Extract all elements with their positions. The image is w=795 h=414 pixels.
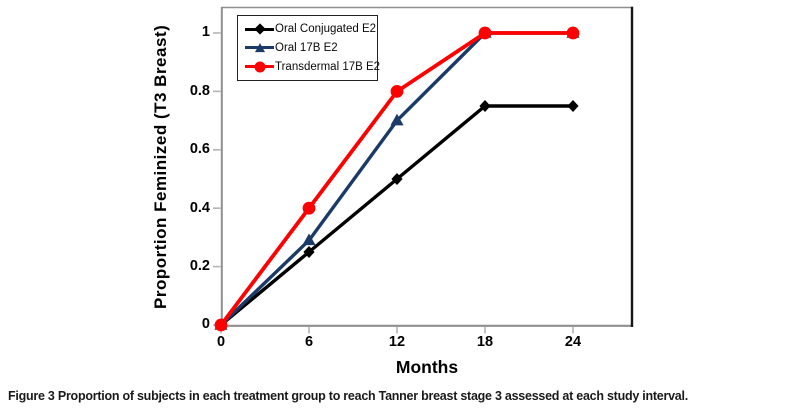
figure-caption: Figure 3 Proportion of subjects in each … (8, 389, 795, 403)
chart-legend: Oral Conjugated E2 Oral 17B E2 Transderm… (237, 15, 381, 81)
legend-item-transdermal-17b-e2: Transdermal 17B E2 (245, 58, 381, 76)
y-tick-label: 0.6 (189, 141, 210, 157)
circle-marker-icon (254, 61, 265, 73)
data-point-diamond (391, 173, 403, 185)
legend-label: Transdermal 17B E2 (275, 60, 381, 73)
figure-caption-text: Proportion of subjects in each treatment… (57, 389, 688, 403)
legend-line-sample (245, 43, 274, 53)
data-point-diamond (303, 246, 315, 258)
series-line-diamond (219, 104, 575, 327)
triangle-marker-icon (254, 43, 265, 53)
data-point-triangle (390, 113, 404, 126)
data-point-circle (214, 318, 228, 332)
legend-line-sample (245, 61, 274, 73)
y-tick-label: 1 (201, 24, 210, 40)
data-point-circle (302, 201, 316, 215)
data-point-circle (566, 26, 580, 40)
data-point-triangle (302, 233, 316, 246)
data-point-diamond (479, 100, 491, 112)
y-tick-label: 0.8 (189, 83, 210, 99)
legend-line-sample (245, 23, 274, 35)
data-point-circle (478, 26, 492, 40)
figure-caption-label: Figure 3 (8, 389, 55, 403)
y-tick-label: 0.2 (189, 258, 210, 274)
data-point-circle (390, 85, 404, 98)
data-point-diamond (567, 100, 579, 112)
legend-label: Oral Conjugated E2 (275, 23, 377, 36)
legend-item-oral-17b-e2: Oral 17B E2 (245, 39, 377, 57)
legend-label: Oral 17B E2 (275, 41, 338, 54)
data-point-diamond (215, 319, 227, 331)
x-tick-label: 6 (304, 334, 314, 350)
x-tick-label: 24 (564, 334, 582, 350)
data-point-triangle (478, 26, 492, 38)
data-point-triangle (566, 26, 580, 38)
y-tick-label: 0.4 (189, 200, 210, 216)
y-axis-title: Proportion Feminized (T3 Breast) (151, 24, 170, 309)
legend-item-oral-conjugated-e2: Oral Conjugated E2 (245, 20, 377, 38)
y-tick-label: 0 (201, 316, 210, 332)
diamond-marker-icon (253, 23, 266, 35)
x-tick-label: 18 (476, 334, 494, 350)
x-axis-title: Months (395, 357, 459, 377)
data-point-triangle (214, 318, 228, 330)
x-tick-label: 12 (388, 334, 406, 350)
x-tick-label: 0 (216, 334, 226, 350)
